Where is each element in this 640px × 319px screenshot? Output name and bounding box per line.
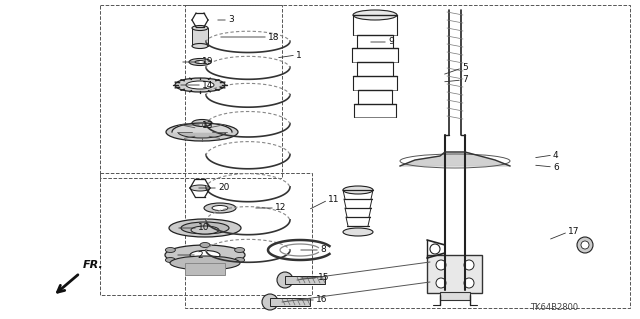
Ellipse shape — [170, 256, 240, 270]
Ellipse shape — [175, 78, 225, 92]
Ellipse shape — [235, 248, 244, 253]
Bar — [285, 276, 325, 284]
Circle shape — [430, 244, 440, 254]
Ellipse shape — [189, 58, 211, 65]
Text: TK64B2800: TK64B2800 — [530, 303, 578, 313]
Ellipse shape — [200, 263, 210, 268]
Bar — [100, 5, 282, 178]
Text: 12: 12 — [275, 204, 286, 212]
Circle shape — [577, 237, 593, 253]
Text: 7: 7 — [462, 76, 468, 85]
Circle shape — [436, 278, 446, 288]
Text: 6: 6 — [553, 162, 559, 172]
Circle shape — [277, 272, 293, 288]
Text: 15: 15 — [318, 273, 330, 283]
Polygon shape — [400, 152, 510, 166]
Text: 10: 10 — [198, 224, 209, 233]
Circle shape — [464, 260, 474, 270]
Ellipse shape — [192, 43, 208, 48]
Circle shape — [581, 241, 589, 249]
Bar — [100, 173, 312, 295]
Text: 2: 2 — [197, 250, 203, 259]
Text: 9: 9 — [388, 38, 394, 47]
Ellipse shape — [181, 222, 229, 234]
Bar — [192, 28, 208, 46]
Text: 18: 18 — [268, 33, 280, 41]
Ellipse shape — [165, 257, 175, 263]
Circle shape — [464, 278, 474, 288]
Text: 1: 1 — [296, 50, 301, 60]
Bar — [427, 255, 482, 293]
Ellipse shape — [343, 228, 373, 236]
Polygon shape — [172, 123, 232, 132]
Ellipse shape — [186, 81, 214, 89]
Ellipse shape — [191, 226, 219, 234]
Bar — [440, 292, 470, 300]
Bar — [270, 298, 310, 306]
Text: FR.: FR. — [83, 260, 104, 270]
Text: 20: 20 — [218, 183, 229, 192]
Text: 19: 19 — [202, 57, 214, 66]
Text: 14: 14 — [202, 80, 213, 90]
Ellipse shape — [195, 61, 205, 63]
Ellipse shape — [200, 242, 210, 248]
Ellipse shape — [178, 126, 226, 138]
Ellipse shape — [235, 257, 244, 263]
Ellipse shape — [192, 26, 208, 31]
Bar — [185, 5, 630, 308]
Ellipse shape — [343, 186, 373, 194]
Ellipse shape — [165, 245, 245, 265]
Circle shape — [436, 260, 446, 270]
Ellipse shape — [192, 120, 212, 127]
Ellipse shape — [353, 10, 397, 20]
Text: 8: 8 — [320, 246, 326, 255]
Ellipse shape — [165, 248, 175, 253]
Ellipse shape — [190, 250, 220, 259]
Text: 3: 3 — [228, 16, 234, 25]
Ellipse shape — [204, 203, 236, 213]
Text: 17: 17 — [568, 227, 579, 236]
Text: 13: 13 — [202, 121, 214, 130]
Text: 11: 11 — [328, 196, 339, 204]
Text: 4: 4 — [553, 151, 559, 160]
Text: 5: 5 — [462, 63, 468, 72]
Ellipse shape — [212, 205, 228, 211]
Bar — [185, 263, 225, 275]
Ellipse shape — [190, 185, 210, 191]
Ellipse shape — [166, 123, 238, 141]
Text: 16: 16 — [316, 295, 328, 305]
Ellipse shape — [169, 219, 241, 237]
Circle shape — [262, 294, 278, 310]
